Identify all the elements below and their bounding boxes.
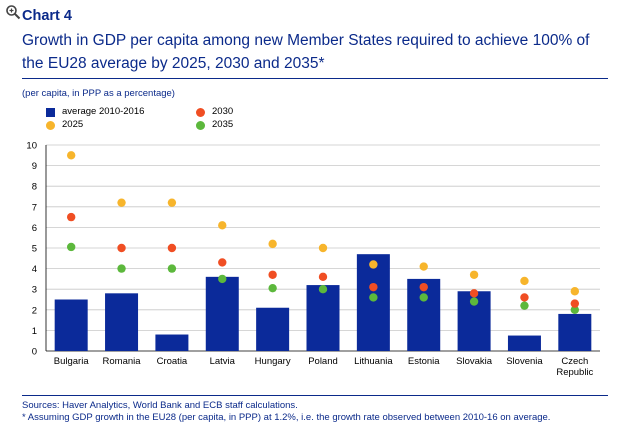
dot-2035 — [469, 297, 479, 306]
x-tick-label: Croatia — [157, 356, 188, 367]
bar-average — [558, 313, 592, 351]
legend-label-2030: 2030 — [212, 106, 234, 117]
x-tick-label: Slovakia — [456, 356, 493, 367]
bar-average — [356, 254, 390, 351]
y-tick-label: 3 — [32, 285, 37, 296]
chart-title: Growth in GDP per capita among new Membe… — [22, 29, 612, 75]
dot-2025 — [66, 151, 76, 160]
y-tick-label: 5 — [32, 244, 37, 255]
x-tick-label: Poland — [308, 356, 338, 367]
dot-2025 — [167, 198, 177, 207]
dot-2025 — [469, 270, 479, 279]
footnote-text: * Assuming GDP growth in the EU28 (per c… — [22, 412, 551, 423]
chart-number: Chart 4 — [22, 8, 72, 24]
x-tick-label: Lithuania — [354, 356, 393, 367]
y-tick-label: 4 — [32, 264, 37, 275]
bar-average — [155, 334, 189, 351]
y-tick-label: 10 — [26, 141, 37, 152]
dot-2025 — [318, 243, 328, 253]
dot-2035 — [419, 293, 428, 302]
dot-2035 — [318, 285, 328, 294]
x-tick-label: Latvia — [210, 356, 236, 367]
dot-2025 — [268, 239, 277, 249]
x-tick-label: Slovenia — [506, 356, 543, 367]
dot-2030 — [469, 289, 479, 298]
dot-2030 — [117, 243, 126, 253]
dot-2035 — [167, 264, 177, 273]
bar-average — [205, 276, 239, 351]
y-tick-label: 1 — [32, 326, 37, 337]
dot-2030 — [268, 270, 277, 279]
y-tick-label: 0 — [32, 347, 37, 358]
dot-2030 — [318, 272, 328, 282]
dot-2035 — [570, 305, 580, 314]
dot-2025 — [419, 262, 428, 271]
x-tick-label: Czech — [561, 356, 588, 367]
dot-2030 — [369, 282, 378, 292]
chart-title-line2: the EU28 average by 2025, 2030 and 2035* — [22, 55, 325, 72]
footer: Sources: Haver Analytics, World Bank and… — [22, 400, 550, 424]
dot-2025 — [218, 221, 227, 230]
dot-2025 — [117, 198, 126, 207]
legend-swatch-2025 — [46, 121, 55, 130]
dot-2030 — [570, 299, 580, 308]
chart-title-line1: Growth in GDP per capita among new Membe… — [22, 32, 590, 49]
dot-2030 — [419, 282, 428, 292]
x-tick-label: Romania — [103, 356, 142, 367]
dot-2025 — [570, 287, 580, 296]
bar-average — [507, 335, 541, 351]
y-tick-label: 7 — [32, 202, 37, 213]
bar-average — [105, 293, 139, 351]
dot-2035 — [520, 301, 529, 310]
legend-swatch-2035 — [196, 121, 205, 130]
y-tick-label: 9 — [32, 161, 37, 172]
legend-swatch-2030 — [196, 108, 205, 117]
x-tick-label: Republic — [556, 367, 593, 378]
legend-label-average: average 2010-2016 — [62, 106, 145, 117]
dot-2025 — [520, 276, 529, 286]
footer-rule — [22, 395, 608, 396]
legend-swatch-average — [46, 108, 55, 117]
dot-2030 — [218, 258, 227, 267]
bar-average — [256, 307, 290, 351]
sources-text: Sources: Haver Analytics, World Bank and… — [22, 400, 298, 411]
bar-average — [306, 285, 340, 351]
y-tick-label: 6 — [32, 223, 37, 234]
x-tick-label: Hungary — [255, 356, 291, 367]
dot-2035 — [369, 293, 378, 302]
legend-label-2025: 2025 — [62, 119, 84, 130]
dot-2035 — [218, 274, 227, 284]
bar-average — [54, 299, 88, 351]
dot-2035 — [66, 242, 76, 252]
dot-2030 — [520, 293, 529, 302]
dot-2035 — [117, 264, 126, 273]
dot-2030 — [66, 212, 76, 222]
title-rule — [22, 78, 608, 79]
dot-2030 — [167, 243, 177, 253]
x-tick-label: Bulgaria — [54, 356, 90, 367]
y-tick-label: 8 — [32, 182, 37, 193]
dot-2025 — [369, 260, 378, 269]
legend-label-2035: 2035 — [212, 119, 234, 130]
x-tick-label: Estonia — [408, 356, 440, 367]
zoom-icon[interactable] — [5, 4, 21, 20]
chart-subtitle: (per capita, in PPP as a percentage) — [22, 88, 175, 99]
dot-2035 — [268, 283, 277, 293]
y-tick-label: 2 — [32, 305, 37, 316]
